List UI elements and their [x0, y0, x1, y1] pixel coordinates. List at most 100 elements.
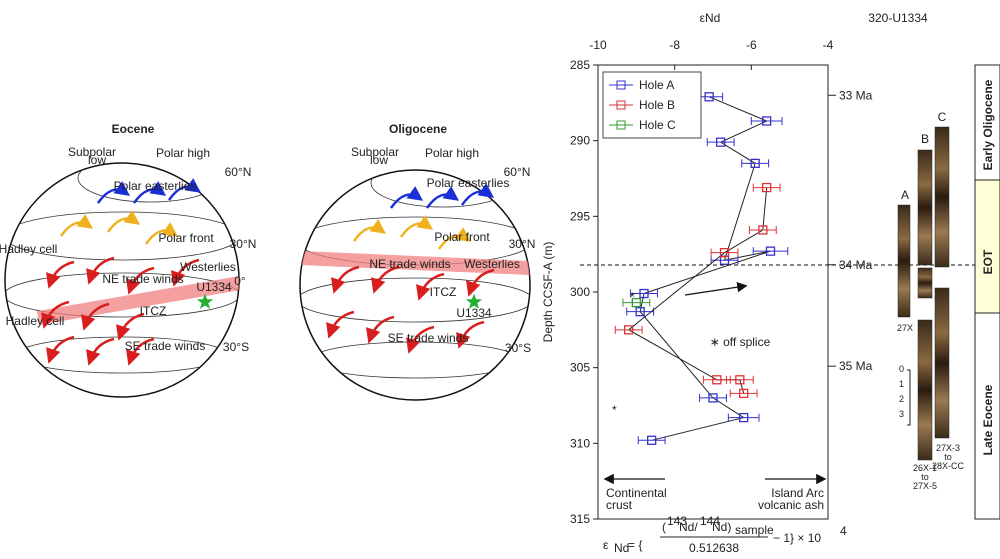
formula-part: sample: [735, 523, 774, 537]
off-splice-note: ∗ off splice: [710, 335, 771, 349]
arrow-label: crust: [606, 498, 633, 512]
section-label: 3: [899, 409, 904, 419]
y-tick-label: 300: [570, 285, 590, 299]
core-label: 28X-CC: [932, 461, 965, 471]
x-tick-label: -10: [589, 38, 607, 52]
age-label: Early Oligocene: [981, 79, 995, 170]
section-bracket: [907, 370, 910, 425]
error-bar: [730, 389, 757, 397]
globe-label: Polar easterlies: [427, 176, 510, 190]
figure: EoceneSubpolarlowPolar high60°NPolar eas…: [0, 0, 1000, 559]
core-section: [935, 127, 949, 267]
formula-part: Nd): [712, 520, 731, 534]
error-bar: [615, 326, 642, 334]
section-label: 1: [899, 379, 904, 389]
x-tick-label: -8: [669, 38, 680, 52]
error-bar: [751, 117, 782, 125]
hole-label: C: [938, 110, 947, 124]
y-tick-label: 310: [570, 436, 590, 450]
globe-label: 30°S: [505, 341, 531, 355]
globe-label: U1334: [196, 280, 232, 294]
legend-label: Hole B: [639, 98, 675, 112]
globe-label: Polar front: [434, 230, 490, 244]
y-tick-label: 305: [570, 361, 590, 375]
core-section: [935, 288, 949, 438]
error-bar: [700, 394, 727, 402]
globe-label: ITCZ: [430, 285, 457, 299]
globe-label: SE trade winds: [388, 331, 469, 345]
chart: εNd 320-U1334 Depth CCSF-A (m) -10-8-6-4…: [541, 11, 928, 555]
globe-label: 30°N: [509, 237, 536, 251]
error-bar: [627, 308, 654, 316]
globe-label: ITCZ: [140, 304, 167, 318]
formula-part: = {: [628, 538, 642, 552]
formula-part: 0.512638: [689, 541, 739, 555]
series-line: [629, 188, 767, 394]
section-label: 0: [899, 364, 904, 374]
core-panel: ABC27X012326X-1to27X-527X-3to28X-CCEarly…: [897, 65, 1000, 519]
globe-title: Oligocene: [389, 122, 447, 136]
y-tick-label: 295: [570, 209, 590, 223]
y-tick-label: 315: [570, 512, 590, 526]
globe-label: U1334: [456, 306, 492, 320]
formula-part: ε: [603, 538, 609, 552]
hole-label: A: [901, 188, 909, 202]
globe-label: Polar high: [425, 146, 479, 160]
globe-title: Eocene: [112, 122, 155, 136]
formula-part: − 1} × 10: [773, 531, 821, 545]
site-label: 320-U1334: [868, 11, 928, 25]
formula-part: (: [662, 520, 666, 534]
globe-label: Hadley cell: [0, 242, 57, 256]
eot-box: [975, 180, 1000, 313]
core-label: 27X: [897, 323, 913, 333]
globe-label: Hadley cell: [6, 314, 65, 328]
y-axis-title: Depth CCSF-A (m): [541, 242, 555, 343]
globe-label: 30°S: [223, 340, 249, 354]
globe-label: Polar high: [156, 146, 210, 160]
globe-label: SE trade winds: [125, 339, 206, 353]
asterisk: *: [630, 290, 635, 304]
globe-label: Polar easterlies: [114, 179, 197, 193]
trend-arrow: [685, 286, 745, 295]
core-section: [918, 320, 932, 460]
core-label: 27X-5: [913, 481, 937, 491]
core-section: [898, 205, 910, 317]
x-axis-title: εNd: [700, 11, 721, 25]
globe-label: NE trade winds: [369, 257, 450, 271]
error-bar: [707, 138, 734, 146]
globe-label: 30°N: [230, 237, 257, 251]
y2-tick-label: 35 Ma: [839, 359, 873, 373]
legend-label: Hole A: [639, 78, 674, 92]
globe-outline: [300, 170, 530, 400]
x-tick-label: -4: [823, 38, 834, 52]
globe-label: 0°: [234, 274, 246, 288]
error-bar: [623, 299, 650, 307]
hole-label: B: [921, 132, 929, 146]
globe-label: low: [88, 153, 106, 167]
y-tick-label: 290: [570, 134, 590, 148]
y2-tick-label: 33 Ma: [839, 88, 873, 102]
globe-label: NE trade winds: [102, 272, 183, 286]
age-label: Late Eocene: [981, 384, 995, 455]
error-bar: [742, 159, 769, 167]
formula-part: 4: [840, 524, 847, 538]
globe-label: Polar front: [158, 231, 214, 245]
globe-label: Westerlies: [464, 257, 520, 271]
y-tick-label: 285: [570, 58, 590, 72]
core-section: [918, 268, 932, 298]
age-label: EOT: [981, 249, 995, 274]
legend-label: Hole C: [639, 118, 676, 132]
page: {"chart_data": {"type": "line", "site": …: [0, 0, 1000, 559]
arrow-label: volcanic ash: [758, 498, 824, 512]
formula-part: Nd/: [679, 520, 698, 534]
globe-label: low: [370, 153, 388, 167]
error-bar: [711, 249, 738, 257]
globe-label: Westerlies: [180, 260, 236, 274]
core-section: [918, 150, 932, 265]
asterisk: *: [612, 403, 617, 417]
globe: EoceneSubpolarlowPolar high60°NPolar eas…: [0, 122, 256, 397]
section-label: 2: [899, 394, 904, 404]
globe-label: 60°N: [225, 165, 252, 179]
